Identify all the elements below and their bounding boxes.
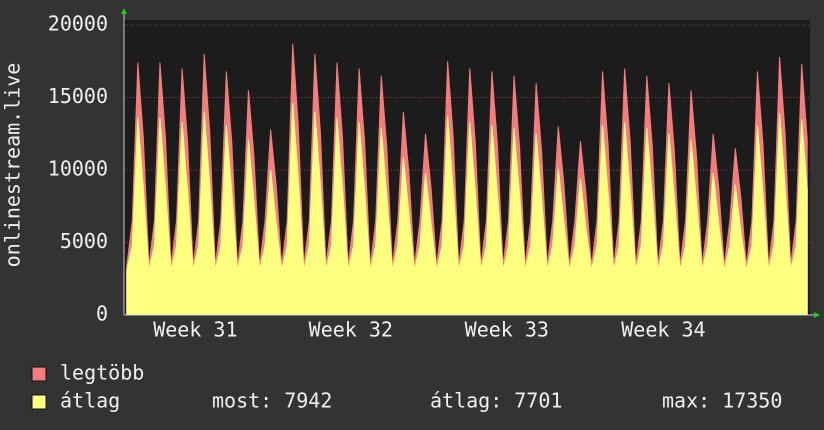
y-tick-label: 5000 <box>60 229 108 253</box>
stat-value: 7942 <box>284 389 332 413</box>
y-tick-label: 10000 <box>48 157 108 181</box>
stat-label: átlag: <box>430 389 502 413</box>
legend-label: legtöbb <box>60 361 144 385</box>
x-arrow <box>814 312 820 318</box>
legend-swatch <box>31 394 47 410</box>
y-arrow <box>121 8 127 14</box>
x-tick-label: Week 34 <box>621 318 705 342</box>
stat-value: 7701 <box>514 389 562 413</box>
area <box>126 103 808 316</box>
x-tick-label: Week 33 <box>465 318 549 342</box>
y-axis-label: onlinestream.live <box>1 63 25 268</box>
y-tick-label: 0 <box>96 302 108 326</box>
x-tick-label: Week 32 <box>309 318 393 342</box>
y-tick-label: 20000 <box>48 12 108 36</box>
y-tick-label: 15000 <box>48 84 108 108</box>
legend-label: átlag <box>60 389 120 413</box>
legend-swatch <box>31 366 47 382</box>
x-tick-label: Week 31 <box>153 318 237 342</box>
stat-label: most: <box>212 389 272 413</box>
stat-label: max: <box>662 389 710 413</box>
stat-value: 17350 <box>722 389 782 413</box>
